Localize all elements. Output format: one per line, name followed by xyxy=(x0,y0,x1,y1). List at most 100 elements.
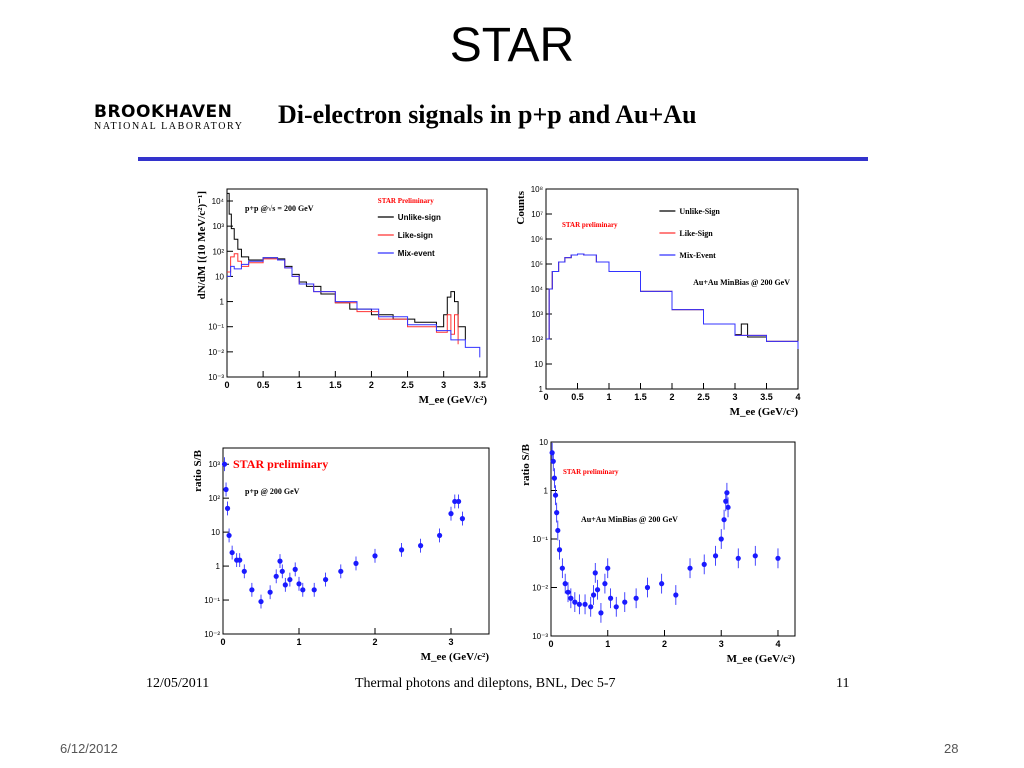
data-point xyxy=(300,587,306,593)
x-tick-label: 3 xyxy=(732,392,737,402)
data-point xyxy=(273,573,279,579)
data-point xyxy=(223,486,229,493)
data-point xyxy=(622,599,628,605)
y-tick-label: 10 xyxy=(211,528,220,537)
brookhaven-logo: BROOKHAVEN NATIONAL LABORATORY xyxy=(94,103,244,137)
inner-footer-date: 12/05/2011 xyxy=(146,676,210,691)
preliminary-label: STAR preliminary xyxy=(563,468,619,476)
data-point xyxy=(592,570,598,576)
data-point xyxy=(565,589,571,595)
legend-label: Like-Sign xyxy=(679,229,713,238)
x-tick-label: 1 xyxy=(297,380,302,390)
data-point xyxy=(338,568,344,574)
y-tick-label: 1 xyxy=(216,562,221,571)
data-point xyxy=(372,553,378,559)
x-tick-label: 3 xyxy=(719,639,724,649)
plot-frame xyxy=(545,188,799,390)
data-point xyxy=(550,458,556,464)
data-point xyxy=(594,587,601,593)
x-tick-label: 2.5 xyxy=(697,392,710,402)
slide-date: 6/12/2012 xyxy=(60,741,118,756)
data-point xyxy=(735,555,741,561)
data-point xyxy=(687,565,693,571)
legend-label: Mix-event xyxy=(398,249,435,258)
x-tick-label: 0 xyxy=(548,639,553,649)
data-point xyxy=(437,532,443,539)
x-tick-label: 3 xyxy=(448,637,453,647)
data-point xyxy=(292,566,298,572)
annotation-label: p+p @ 200 GeV xyxy=(245,487,300,496)
data-point xyxy=(559,565,565,571)
inner-footer-text: Thermal photons and dileptons, BNL, Dec … xyxy=(355,676,616,691)
data-point xyxy=(725,504,731,510)
logo-line-1: BROOKHAVEN xyxy=(94,102,233,122)
x-tick-label: 1 xyxy=(296,637,301,647)
y-tick-label: 10⁴ xyxy=(531,285,544,294)
y-tick-label: 10⁻² xyxy=(532,584,548,593)
data-point xyxy=(633,595,639,601)
preliminary-label: STAR preliminary xyxy=(562,221,618,229)
data-point xyxy=(287,576,293,583)
data-point xyxy=(459,516,465,522)
data-point xyxy=(556,547,563,553)
plot-frame xyxy=(222,447,490,635)
data-point xyxy=(277,558,283,564)
x-tick-label: 2.5 xyxy=(401,380,414,390)
data-point xyxy=(296,581,302,587)
y-tick-label: 10³ xyxy=(208,460,220,469)
data-point xyxy=(221,461,228,467)
data-point xyxy=(644,584,651,591)
data-point xyxy=(452,498,458,505)
series-line-mix-event xyxy=(227,257,481,358)
y-tick-label: 10⁻² xyxy=(208,348,224,357)
y-tick-label: 10⁴ xyxy=(212,197,225,206)
title-divider xyxy=(138,157,868,161)
data-point xyxy=(237,557,243,563)
y-axis-label: dN/dM [(10 MeV/c²)⁻¹] xyxy=(196,191,208,299)
preliminary-label: STAR Preliminary xyxy=(378,197,434,205)
x-tick-label: 1.5 xyxy=(634,392,647,402)
data-point xyxy=(229,549,235,556)
annotation-label: Au+Au MinBias @ 200 GeV xyxy=(581,515,678,524)
pp-ratio-plot: 0 1 2 3 10⁻² 10⁻¹ 1 10 10² 10³ M_ee (GeV/c²) ratio … xyxy=(192,447,490,663)
x-axis-label: M_ee (GeV/c²) xyxy=(421,651,490,663)
x-axis-label: M_ee (GeV/c²) xyxy=(419,394,488,406)
y-tick-label: 10² xyxy=(531,335,543,344)
preliminary-label: STAR preliminary xyxy=(233,457,328,471)
y-tick-label: 10⁵ xyxy=(531,260,543,269)
auau-mass-plot: 0 0.5 1 1.5 2 2.5 3 3.5 4 1 10 10² 10³ 10⁴ 10⁵ 10⁶ 10⁷ 10… xyxy=(515,185,801,418)
data-point xyxy=(311,587,317,593)
data-point xyxy=(605,565,611,571)
y-tick-label: 10⁻¹ xyxy=(204,596,220,605)
data-point xyxy=(598,610,604,616)
data-point xyxy=(418,543,424,549)
y-axis-label: ratio S/B xyxy=(520,443,532,486)
y-tick-label: 10³ xyxy=(212,222,224,231)
inner-footer-page: 11 xyxy=(836,676,850,691)
data-point xyxy=(673,592,679,598)
data-point xyxy=(249,587,255,593)
data-point xyxy=(576,601,582,607)
auau-ratio-plot: 0 1 2 3 4 10⁻³ 10⁻² 10⁻¹ 1 10 M_ee (GeV/c²) ratio S… xyxy=(520,438,796,665)
data-point xyxy=(572,599,578,605)
data-point xyxy=(590,592,597,598)
data-point xyxy=(279,568,285,574)
data-point xyxy=(267,589,273,595)
y-tick-label: 1 xyxy=(544,487,549,496)
y-tick-label: 10² xyxy=(208,494,220,503)
data-point xyxy=(549,450,555,456)
data-point xyxy=(752,553,758,559)
x-tick-label: 2 xyxy=(372,637,377,647)
x-axis-label: M_ee (GeV/c²) xyxy=(730,406,799,418)
x-axis-label: M_ee (GeV/c²) xyxy=(727,653,796,665)
data-point xyxy=(588,604,594,610)
slide-number: 28 xyxy=(944,741,959,756)
data-point xyxy=(241,568,247,574)
y-tick-label: 10⁷ xyxy=(531,210,543,219)
x-tick-label: 0 xyxy=(224,380,229,390)
data-point xyxy=(554,510,560,516)
logo-line-2: NATIONAL LABORATORY xyxy=(94,121,244,132)
data-point xyxy=(568,595,574,601)
series-line-like-sign xyxy=(227,253,459,345)
x-tick-label: 4 xyxy=(795,392,800,402)
